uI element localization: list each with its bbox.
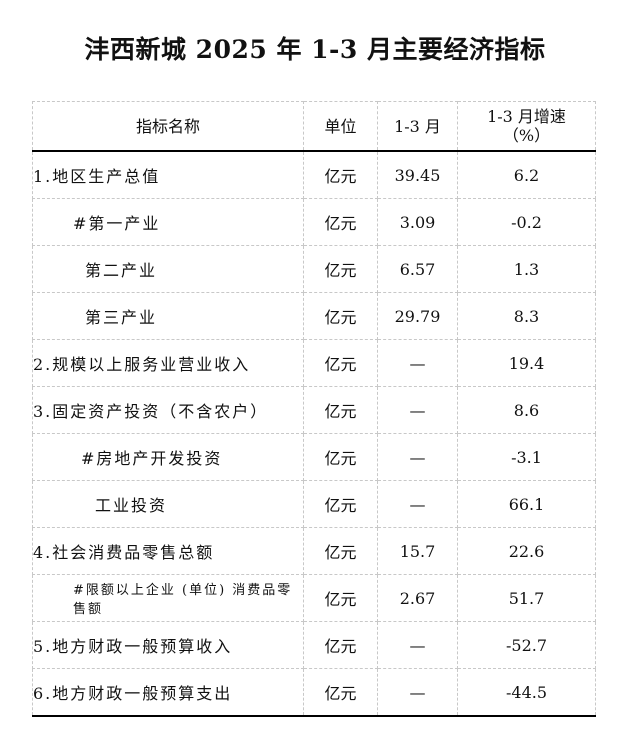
row-name: 6.地方财政一般预算支出 (32, 668, 304, 717)
table-row: #限额以上企业 (单位) 消费品零售额 亿元 2.67 51.7 (32, 574, 596, 622)
row-unit: 亿元 (303, 339, 378, 387)
row-unit: 亿元 (303, 480, 378, 528)
row-growth: -52.7 (457, 621, 596, 669)
row-value: — (377, 668, 458, 717)
row-name: 第三产业 (32, 292, 304, 340)
header-unit: 单位 (303, 101, 378, 152)
row-unit: 亿元 (303, 621, 378, 669)
table-row: 4.社会消费品零售总额 亿元 15.7 22.6 (32, 527, 596, 575)
table-row: 5.地方财政一般预算收入 亿元 — -52.7 (32, 621, 596, 669)
table-row: 第二产业 亿元 6.57 1.3 (32, 245, 596, 293)
row-growth: 1.3 (457, 245, 596, 293)
table-header-row: 指标名称 单位 1-3 月 1-3 月增速 （%） (32, 101, 596, 152)
row-unit: 亿元 (303, 386, 378, 434)
table-row: 2.规模以上服务业营业收入 亿元 —19.4 (32, 339, 596, 387)
row-unit: 亿元 (303, 574, 378, 622)
document-title: 沣西新城 2025 年 1-3 月主要经济指标 (84, 35, 546, 64)
table-row: 第三产业 亿元 29.79 8.3 (32, 292, 596, 340)
indicators-table: 指标名称 单位 1-3 月 1-3 月增速 （%） 1.地区生产总值 亿元 39.45… (32, 101, 596, 717)
row-name: #房地产开发投资 (32, 433, 304, 481)
row-growth: -44.5 (457, 668, 596, 717)
row-name: 2.规模以上服务业营业收入 (32, 339, 304, 387)
row-value: 3.09 (377, 198, 458, 246)
row-value: 39.45 (377, 150, 458, 199)
row-value: — (377, 621, 458, 669)
row-value: 29.79 (377, 292, 458, 340)
table-row: 3.固定资产投资（不含农户） 亿元 —8.6 (32, 386, 596, 434)
row-value: 15.7 (377, 527, 458, 575)
row-growth: 6.2 (457, 150, 596, 199)
row-value: — (377, 386, 458, 434)
row-unit: 亿元 (303, 150, 378, 199)
row-name: #第一产业 (32, 198, 304, 246)
row-value: — (377, 480, 458, 528)
row-value: — (377, 433, 458, 481)
table-row: 工业投资 亿元 —66.1 (32, 480, 596, 528)
header-growth-line1: 1-3 月增速 (487, 107, 566, 126)
row-value: 2.67 (377, 574, 458, 622)
row-growth: 66.1 (457, 480, 596, 528)
row-unit: 亿元 (303, 668, 378, 717)
table-row: #房地产开发投资 亿元 — -3.1 (32, 433, 596, 481)
row-growth: 8.3 (457, 292, 596, 340)
row-unit: 亿元 (303, 292, 378, 340)
table-row: #第一产业 亿元 3.09 -0.2 (32, 198, 596, 246)
row-name: #限额以上企业 (单位) 消费品零售额 (32, 574, 304, 622)
row-name: 第二产业 (32, 245, 304, 293)
row-growth: 22.6 (457, 527, 596, 575)
header-name: 指标名称 (32, 101, 304, 152)
row-value: 6.57 (377, 245, 458, 293)
row-name: 3.固定资产投资（不含农户） (32, 386, 304, 434)
table-row: 1.地区生产总值 亿元 39.45 6.2 (32, 150, 596, 199)
header-value: 1-3 月 (377, 101, 458, 152)
row-name: 1.地区生产总值 (32, 150, 304, 199)
row-growth: 8.6 (457, 386, 596, 434)
row-value: — (377, 339, 458, 387)
row-unit: 亿元 (303, 527, 378, 575)
row-growth: 19.4 (457, 339, 596, 387)
row-growth: -3.1 (457, 433, 596, 481)
row-unit: 亿元 (303, 433, 378, 481)
row-name: 5.地方财政一般预算收入 (32, 621, 304, 669)
table-row: 6.地方财政一般预算支出 亿元 — -44.5 (32, 668, 596, 717)
row-growth: 51.7 (457, 574, 596, 622)
row-name: 工业投资 (32, 480, 304, 528)
header-growth: 1-3 月增速 （%） (457, 101, 596, 152)
row-unit: 亿元 (303, 198, 378, 246)
row-name: 4.社会消费品零售总额 (32, 527, 304, 575)
row-growth: -0.2 (457, 198, 596, 246)
header-growth-line2: （%） (502, 126, 551, 145)
row-unit: 亿元 (303, 245, 378, 293)
